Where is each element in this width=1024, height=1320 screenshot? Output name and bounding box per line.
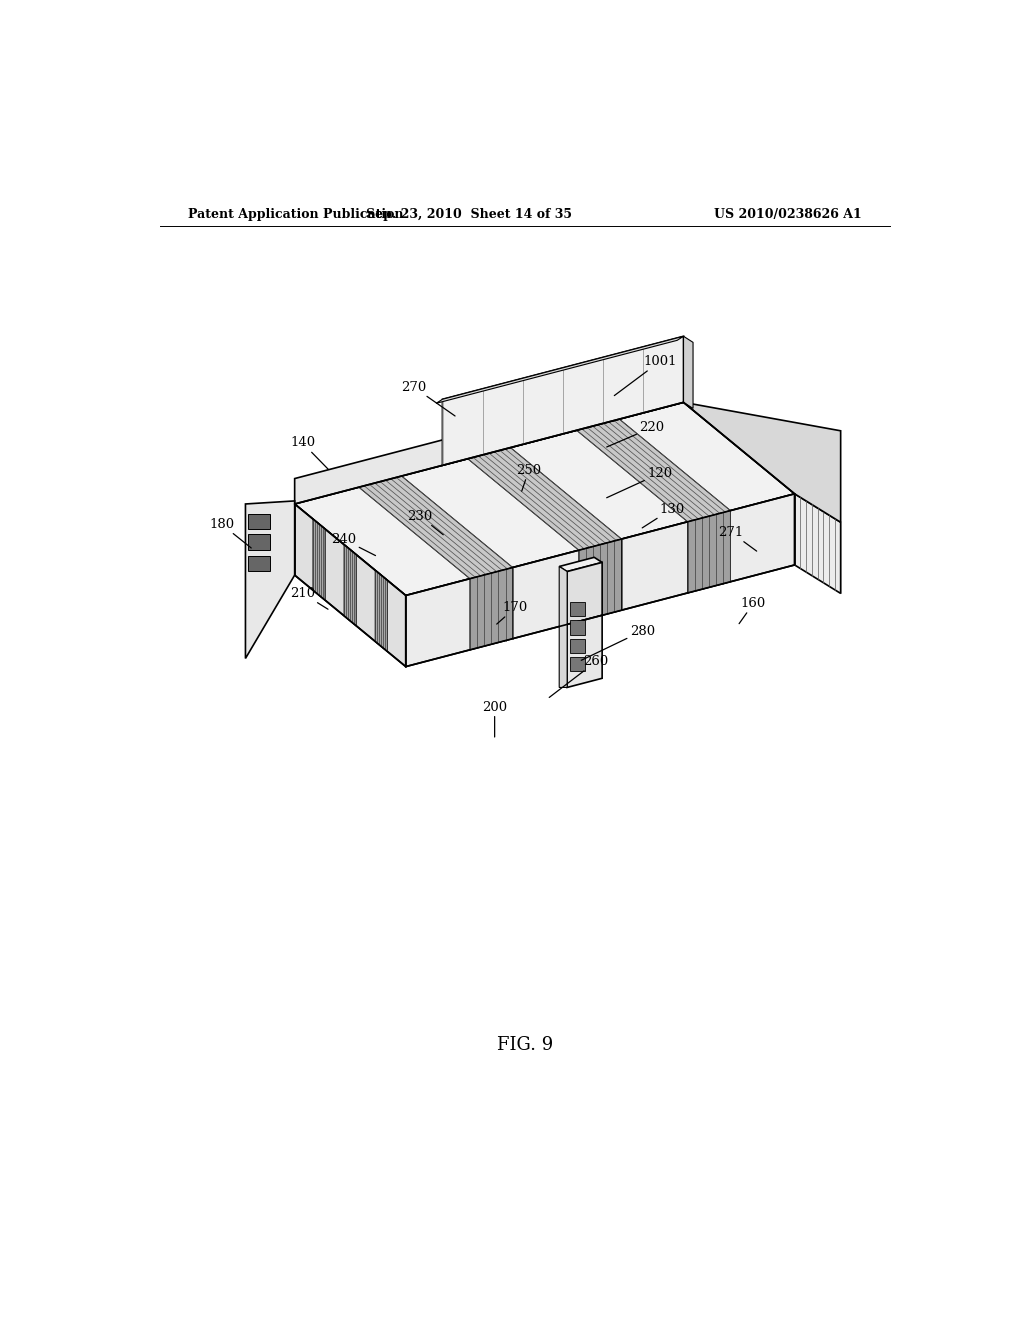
Bar [248,515,270,529]
Text: Sep. 23, 2010  Sheet 14 of 35: Sep. 23, 2010 Sheet 14 of 35 [367,207,572,220]
Polygon shape [442,337,684,466]
Polygon shape [313,519,326,601]
Text: 271: 271 [719,525,757,552]
Polygon shape [577,420,730,521]
Text: 120: 120 [606,467,673,498]
Text: 280: 280 [582,624,654,660]
Text: 160: 160 [739,597,766,623]
Bar [569,602,586,616]
Polygon shape [795,494,841,594]
Polygon shape [358,477,513,578]
Text: FIG. 9: FIG. 9 [497,1036,553,1053]
Polygon shape [406,494,795,667]
Polygon shape [295,403,795,595]
Polygon shape [579,539,622,622]
Text: 180: 180 [209,517,251,548]
Polygon shape [470,568,513,649]
Polygon shape [295,378,684,504]
Text: 250: 250 [516,463,542,491]
Polygon shape [688,511,730,593]
Polygon shape [559,557,602,572]
Polygon shape [295,504,406,667]
Polygon shape [375,570,387,652]
Text: 200: 200 [482,701,507,737]
Polygon shape [344,545,356,626]
Polygon shape [436,337,684,404]
Bar [569,657,586,671]
Text: US 2010/0238626 A1: US 2010/0238626 A1 [715,207,862,220]
Bar [248,535,270,549]
Polygon shape [559,566,567,688]
Polygon shape [567,562,602,624]
Text: 140: 140 [290,437,329,470]
Polygon shape [567,615,602,688]
Text: Patent Application Publication: Patent Application Publication [187,207,403,220]
Text: 170: 170 [497,601,528,624]
Text: 260: 260 [549,655,609,697]
Bar [248,556,270,572]
Bar [569,639,586,653]
Polygon shape [246,500,295,659]
Text: 130: 130 [642,503,684,528]
Text: 1001: 1001 [614,355,677,396]
Polygon shape [684,337,693,408]
Polygon shape [684,403,841,523]
Text: 270: 270 [401,380,455,416]
Text: 220: 220 [606,421,665,447]
Polygon shape [468,447,622,550]
Text: 240: 240 [332,533,376,556]
Bar [569,620,586,635]
Text: 210: 210 [290,587,328,610]
Text: 230: 230 [408,510,443,535]
